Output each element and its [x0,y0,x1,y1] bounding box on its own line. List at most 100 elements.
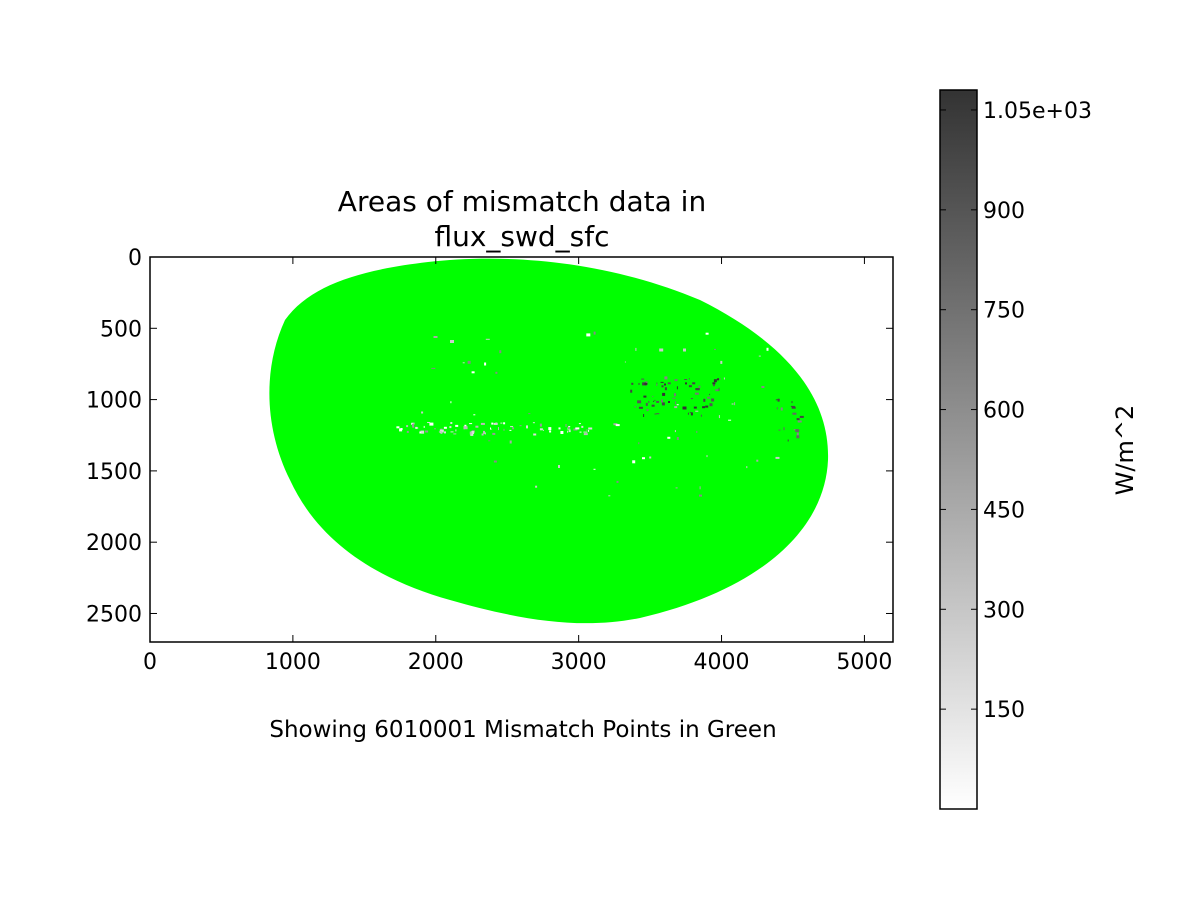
data-speckle [690,412,693,416]
data-speckle [661,402,665,406]
data-speckle [719,378,721,380]
data-speckle [667,436,671,439]
data-speckle [495,422,498,424]
data-speckle [463,426,468,430]
data-speckle [421,411,424,414]
data-speckle [631,382,634,385]
data-speckle [450,340,454,343]
colorbar: 1.05e+03 900 750 600 450 300 150 W/m^2 [939,89,1139,810]
data-speckle [672,397,676,399]
data-speckle [731,403,734,405]
x-tick-label: 5000 [836,650,892,675]
data-speckle [481,433,484,436]
data-speckle [654,399,656,401]
data-speckle [480,422,485,425]
y-tick-label: 500 [100,317,142,342]
data-speckle [643,395,647,398]
data-speckle [713,379,717,383]
data-speckle [642,457,645,460]
data-speckle [593,468,596,470]
data-speckle [431,367,436,369]
data-speckle [579,431,582,433]
data-speckle [635,347,637,351]
data-speckle [539,428,543,431]
data-speckle [656,382,658,384]
data-speckle [526,425,528,429]
data-speckle [778,429,781,431]
data-speckle [433,336,438,338]
data-speckle [702,406,706,409]
x-axis: 0 1000 2000 3000 4000 5000 [143,257,892,675]
data-speckle [421,430,425,434]
data-speckle [676,404,679,406]
data-speckle [491,422,494,425]
data-speckle [492,432,496,435]
data-speckle [668,401,670,403]
data-speckle [777,398,780,402]
data-speckle [567,427,570,429]
data-speckle [696,430,698,433]
data-speckle [796,435,800,439]
data-speckle [469,431,472,435]
data-speckle [676,386,678,390]
data-speckle [578,423,581,425]
data-speckle [711,398,715,402]
y-axis: 0 500 1000 1500 2000 2500 [86,246,893,627]
data-speckle [644,382,648,385]
data-speckle [586,333,591,337]
data-speckle [712,384,715,387]
y-tick-label: 1500 [86,460,142,485]
data-speckle [498,427,499,431]
data-speckle [641,378,645,380]
data-speckle [656,383,658,386]
data-speckle [499,350,502,354]
data-speckle [519,425,522,427]
data-speckle [720,360,723,364]
data-speckle [698,385,701,388]
data-speckle [543,429,544,431]
data-speckle [533,433,537,436]
data-speckle [483,430,485,434]
data-speckle [583,433,588,436]
data-speckle [706,455,708,458]
data-speckle [634,406,637,408]
data-speckle [792,412,797,415]
data-speckle [659,348,664,352]
data-speckle [581,425,584,428]
data-speckle [539,423,542,427]
colorbar-tick-label: 450 [983,498,1025,523]
data-speckle [528,413,531,415]
data-speckle [674,379,678,382]
data-speckle [462,362,465,364]
data-speckle [758,355,761,357]
data-speckle [396,426,400,429]
data-speckle [651,404,655,407]
colorbar-ticks: 1.05e+03 900 750 600 450 300 150 [940,99,1092,723]
data-speckle [718,415,720,419]
data-speckle [656,413,660,415]
data-speckle [434,428,436,430]
data-speckle [661,385,664,388]
data-speckle [685,382,687,385]
x-tick-label: 1000 [265,650,321,675]
data-speckle [707,396,711,399]
data-speckle [510,426,514,428]
data-speckle [664,376,668,380]
data-speckle [703,398,706,402]
data-speckle [449,426,452,429]
data-speckle [490,427,491,430]
data-speckle [503,428,505,431]
data-speckle [412,425,415,428]
data-speckle [455,424,459,427]
data-speckle [660,381,664,383]
data-speckle [746,466,748,469]
data-speckle [490,428,492,430]
data-speckle [429,422,434,426]
x-tick-label: 4000 [694,650,750,675]
data-speckle [638,382,640,385]
data-speckle [716,378,719,381]
data-speckle [645,402,648,406]
data-speckle [632,460,636,464]
data-speckle [637,400,642,404]
